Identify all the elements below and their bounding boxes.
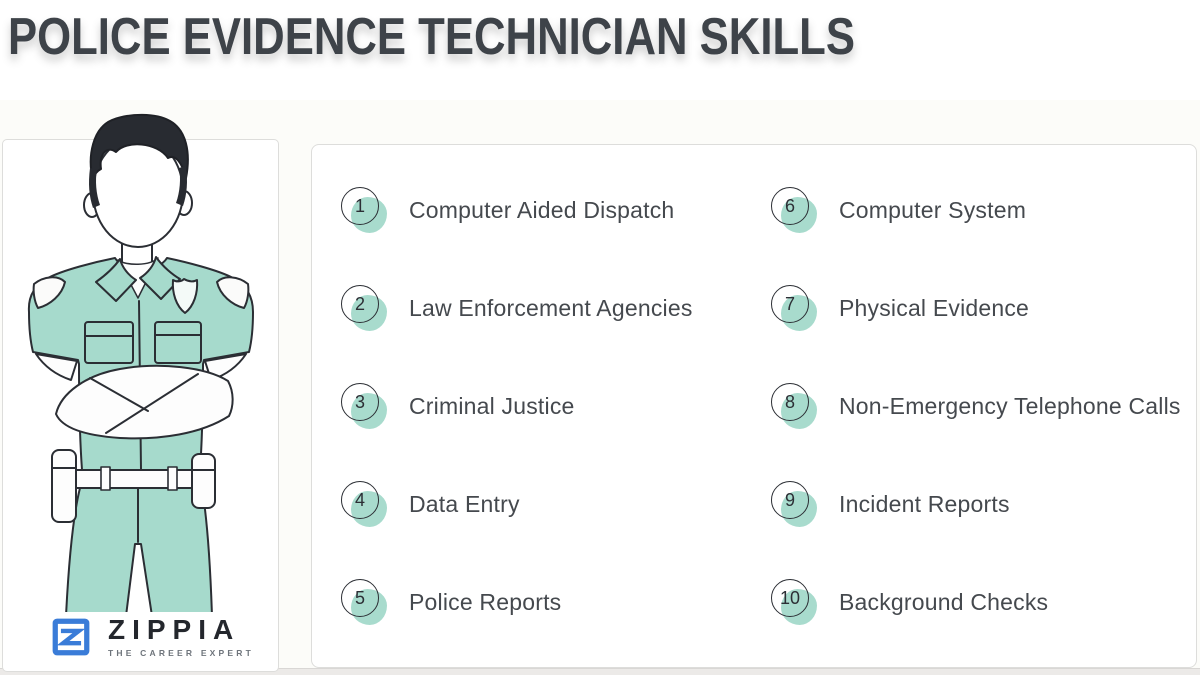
skill-number: 1 — [354, 195, 365, 216]
skill-number-badge: 3 — [340, 382, 388, 430]
badge-ring — [341, 285, 379, 323]
skill-label: Criminal Justice — [409, 392, 575, 419]
skill-label: Physical Evidence — [839, 294, 1030, 321]
badge-ring — [341, 383, 379, 421]
badge-ring — [771, 285, 809, 323]
header: POLICE EVIDENCE TECHNICIAN SKILLS — [0, 0, 1200, 100]
logo-wordmark: ZIPPIA — [108, 614, 241, 645]
chest-pocket-left — [84, 321, 134, 364]
skill-label: Background Checks — [839, 588, 1049, 615]
skills-column-1: 1 Computer Aided Dispatch 2 Law Enforcem… — [340, 186, 770, 667]
skill-item: 8 Non-Emergency Telephone Calls — [770, 382, 1196, 430]
skill-number: 8 — [784, 391, 795, 412]
skill-number: 2 — [354, 293, 365, 314]
skill-number-badge: 4 — [340, 480, 388, 528]
skill-number-badge: 8 — [770, 382, 818, 430]
officer-head — [83, 113, 193, 271]
skill-label: Computer System — [839, 196, 1027, 223]
skill-number-badge: 2 — [340, 284, 388, 332]
chest-badge-icon — [171, 278, 199, 314]
skill-number-badge: 1 — [340, 186, 388, 234]
skill-item: 6 Computer System — [770, 186, 1196, 234]
skills-column-2: 6 Computer System 7 Physical Evidence 8 … — [770, 186, 1196, 667]
badge-ring — [341, 579, 379, 617]
skill-number: 6 — [784, 195, 795, 216]
skill-label: Non-Emergency Telephone Calls — [839, 392, 1181, 419]
collar-left — [95, 258, 137, 302]
officer-sideburn-right — [176, 166, 187, 206]
skill-item: 4 Data Entry — [340, 480, 770, 528]
officer-hair — [89, 113, 189, 181]
logo-tagline: THE CAREER EXPERT — [108, 648, 255, 658]
badge-ring — [341, 481, 379, 519]
skill-number: 10 — [779, 587, 801, 608]
holster-left — [51, 449, 77, 523]
chest-pocket-right — [154, 321, 202, 364]
skill-number: 9 — [784, 489, 795, 510]
police-officer-illustration — [27, 113, 254, 612]
zippia-logo: ZIPPIA THE CAREER EXPERT — [50, 616, 254, 658]
skill-item: 5 Police Reports — [340, 578, 770, 626]
skill-label: Law Enforcement Agencies — [409, 294, 693, 321]
officer-sideburn-left — [89, 168, 100, 208]
officer-pants — [65, 487, 213, 612]
shoulder-patch-left — [32, 276, 66, 309]
skill-number: 3 — [354, 391, 365, 412]
collar-right — [139, 256, 181, 300]
skill-number-badge: 6 — [770, 186, 818, 234]
skill-number-badge: 5 — [340, 578, 388, 626]
skill-item: 9 Incident Reports — [770, 480, 1196, 528]
zippia-z-icon — [52, 618, 90, 656]
officer-belt — [51, 449, 216, 523]
page-title: POLICE EVIDENCE TECHNICIAN SKILLS — [8, 8, 855, 66]
skill-number: 5 — [354, 587, 365, 608]
skill-label: Police Reports — [409, 588, 562, 615]
skill-number-badge: 10 — [770, 578, 818, 626]
skill-item: 1 Computer Aided Dispatch — [340, 186, 770, 234]
badge-ring — [771, 579, 809, 617]
skill-item: 10 Background Checks — [770, 578, 1196, 626]
badge-ring — [771, 383, 809, 421]
skill-item: 7 Physical Evidence — [770, 284, 1196, 332]
skill-number: 4 — [354, 489, 365, 510]
officer-arms — [35, 353, 247, 440]
skill-number-badge: 7 — [770, 284, 818, 332]
skill-item: 3 Criminal Justice — [340, 382, 770, 430]
skill-number-badge: 9 — [770, 480, 818, 528]
logo-text: ZIPPIA THE CAREER EXPERT — [108, 614, 255, 659]
skills-card: 1 Computer Aided Dispatch 2 Law Enforcem… — [311, 144, 1197, 668]
badge-ring — [771, 187, 809, 225]
bottom-strip — [0, 668, 1200, 675]
skill-label: Incident Reports — [839, 490, 1010, 517]
skill-label: Data Entry — [409, 490, 520, 517]
skill-item: 2 Law Enforcement Agencies — [340, 284, 770, 332]
shoulder-patch-right — [216, 276, 250, 309]
badge-ring — [341, 187, 379, 225]
badge-ring — [771, 481, 809, 519]
holster-right — [191, 453, 216, 509]
skill-number: 7 — [784, 293, 795, 314]
skill-label: Computer Aided Dispatch — [409, 196, 675, 223]
